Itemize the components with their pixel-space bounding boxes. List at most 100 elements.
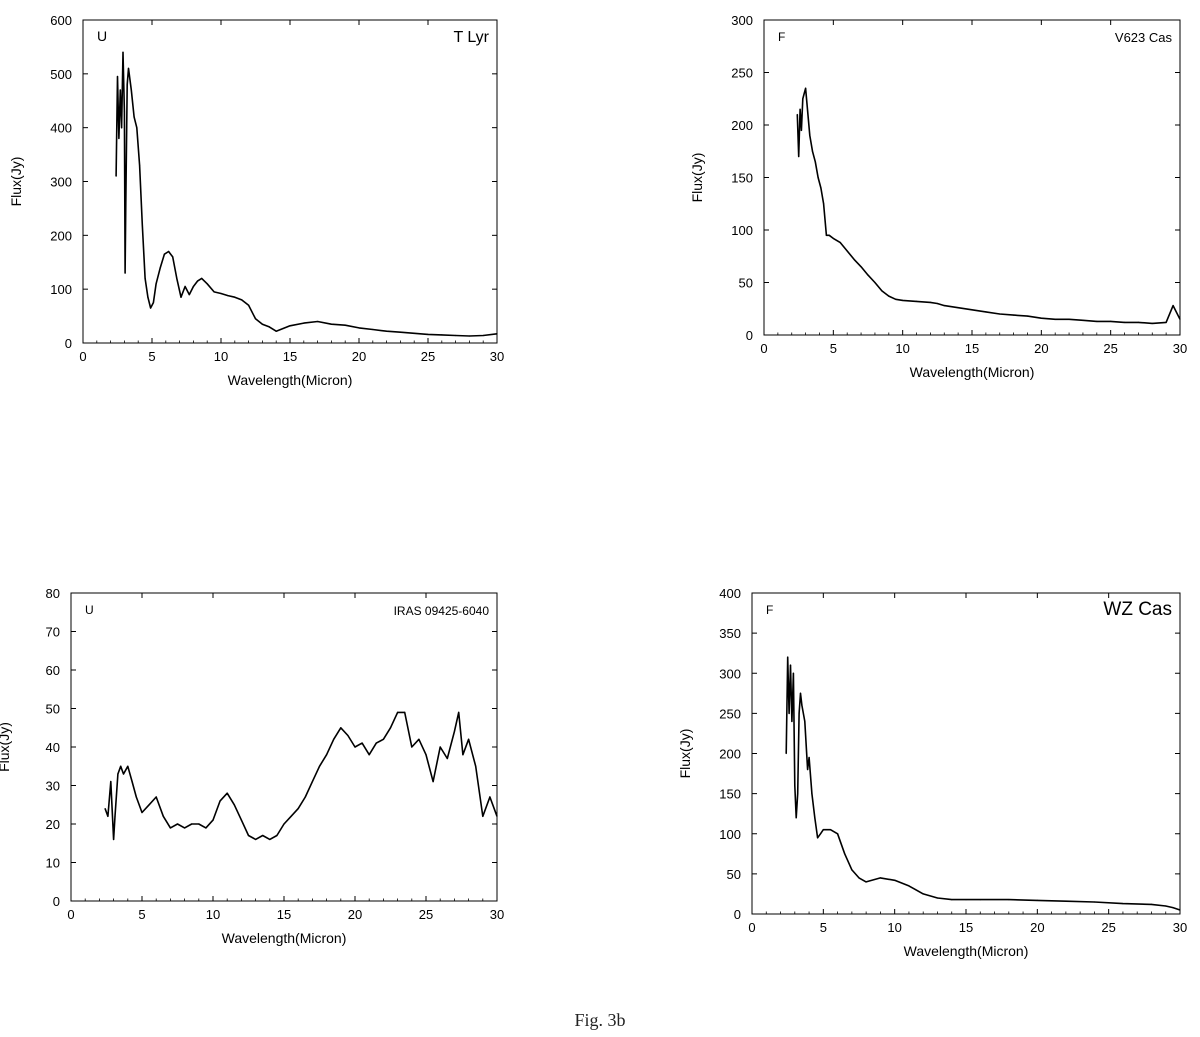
y-axis-label: Flux(Jy) (689, 153, 705, 203)
x-tick-label: 25 (419, 907, 433, 922)
data-point (283, 823, 285, 825)
plot-frame (82, 19, 498, 344)
data-point (789, 664, 792, 666)
data-point (867, 274, 869, 276)
data-point (894, 879, 896, 881)
y-tick-label: 100 (719, 827, 741, 842)
data-point (496, 333, 498, 335)
data-point (110, 781, 112, 783)
data-point (837, 833, 839, 835)
plot-frame (751, 592, 1181, 915)
data-point (262, 834, 264, 837)
data-point (120, 765, 122, 767)
data-point (979, 899, 981, 901)
y-tick-label: 0 (53, 894, 60, 909)
data-point (475, 765, 477, 767)
data-point (455, 334, 457, 337)
data-point (127, 67, 130, 69)
chart-panel-1: 0 5 10 15 20 25 300100200300400500600Wavelengt… (8, 13, 504, 388)
data-point (853, 258, 855, 260)
data-point (943, 305, 945, 307)
data-point (797, 793, 799, 795)
data-point (879, 877, 882, 879)
data-point (796, 113, 798, 116)
panel-object-label: IRAS 09425-6040 (394, 604, 490, 618)
data-point (172, 256, 174, 258)
data-point (881, 290, 883, 292)
y-tick-label: 50 (739, 276, 753, 291)
data-point (858, 877, 860, 879)
data-point (860, 266, 862, 268)
y-tick-label: 0 (746, 328, 753, 343)
data-point (936, 897, 939, 899)
data-point (180, 296, 182, 298)
data-point (811, 793, 813, 795)
data-point (124, 272, 126, 274)
spectrum-line (104, 711, 498, 841)
y-tick-label: 60 (46, 663, 60, 678)
data-point (785, 752, 787, 755)
y-tick-label: 200 (719, 747, 741, 762)
data-point (801, 704, 803, 707)
data-point (206, 283, 208, 285)
data-point (169, 827, 171, 829)
data-point (798, 712, 800, 715)
data-point (358, 327, 360, 329)
data-point (375, 742, 377, 744)
data-point (805, 87, 807, 89)
y-tick-label: 400 (719, 586, 741, 601)
data-point (117, 773, 119, 775)
data-point (817, 176, 819, 179)
data-point (176, 277, 178, 279)
data-point (999, 313, 1001, 315)
data-point (458, 711, 460, 714)
data-point (139, 164, 141, 166)
data-point (212, 819, 214, 821)
y-tick-label: 200 (50, 228, 72, 243)
y-tick-label: 600 (50, 13, 72, 28)
data-point (957, 307, 959, 309)
data-point (344, 324, 346, 326)
data-point (1150, 903, 1153, 906)
y-tick-label: 20 (46, 817, 60, 832)
panel-class-label: F (766, 603, 773, 617)
data-point (1054, 318, 1056, 320)
data-point (985, 311, 987, 313)
data-point (814, 161, 816, 163)
data-point (276, 834, 278, 837)
data-point (168, 250, 170, 253)
data-point (116, 75, 119, 78)
data-point (482, 815, 484, 817)
data-point (1165, 905, 1167, 907)
y-tick-label: 300 (731, 13, 753, 28)
data-point (159, 267, 161, 269)
data-point (361, 742, 363, 744)
data-point (413, 332, 415, 334)
data-point (1165, 321, 1167, 323)
data-point (141, 224, 143, 226)
x-tick-label: 0 (67, 907, 74, 922)
data-point (915, 300, 918, 302)
data-point (368, 754, 370, 756)
data-point (820, 187, 822, 189)
x-tick-label: 10 (206, 907, 220, 922)
data-point (201, 277, 203, 279)
data-point (196, 280, 199, 282)
data-point (123, 110, 125, 113)
x-tick-label: 10 (895, 341, 909, 356)
data-point (462, 754, 464, 756)
data-point (152, 302, 154, 304)
data-point (1122, 903, 1124, 905)
panel-class-label: F (778, 30, 785, 44)
x-tick-label: 25 (1103, 341, 1117, 356)
x-tick-label: 15 (277, 907, 291, 922)
x-tick-label: 30 (1173, 920, 1187, 935)
data-point (275, 330, 277, 332)
data-point (354, 746, 356, 748)
data-point (240, 819, 242, 821)
data-point (289, 325, 291, 327)
data-point (965, 899, 967, 901)
data-point (807, 768, 809, 771)
data-point (427, 333, 429, 335)
data-point (184, 285, 186, 288)
